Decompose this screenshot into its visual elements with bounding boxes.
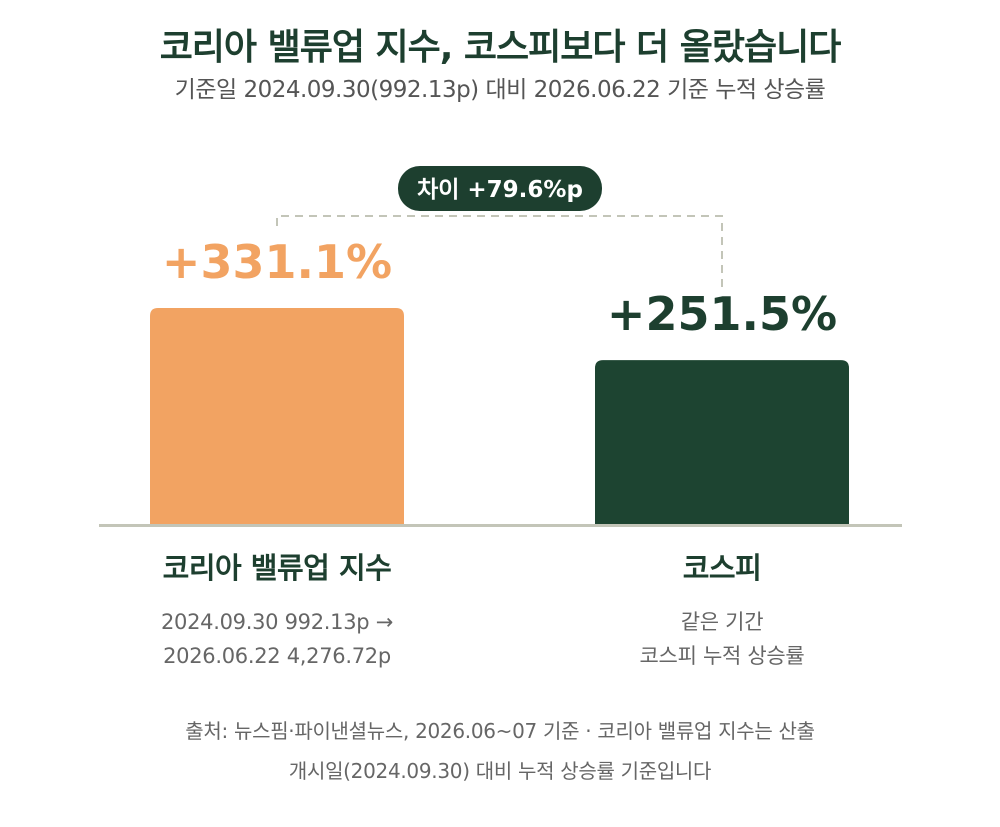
- category-note-line: 2024.09.30 992.13p →: [161, 610, 393, 634]
- source-note: 출처: 뉴스핌·파이낸셜뉴스, 2026.06~07 기준 · 코리아 밸류업 …: [0, 711, 1000, 791]
- data-label: +331.1%: [162, 235, 392, 289]
- category-note-line: 2026.06.22 4,276.72p: [163, 644, 391, 668]
- source-line: 개시일(2024.09.30) 대비 누적 상승률 기준입니다: [288, 759, 712, 783]
- category-label-kospi: 코스피: [682, 551, 762, 585]
- category-note-line: 같은 기간: [680, 610, 764, 634]
- difference-badge: [398, 166, 602, 211]
- category-note-kospi: 같은 기간 코스피 누적 상승률: [542, 605, 902, 673]
- bar: [595, 360, 849, 525]
- chart-title: 코리아 밸류업 지수, 코스피보다 더 올랐습니다: [159, 27, 842, 68]
- data-label: +251.5%: [607, 287, 837, 341]
- category-label-value-up: 코리아 밸류업 지수: [162, 551, 392, 585]
- source-line: 출처: 뉴스핌·파이낸셜뉴스, 2026.06~07 기준 · 코리아 밸류업 …: [185, 719, 815, 743]
- difference-bracket: [276, 215, 723, 289]
- category-note-value-up: 2024.09.30 992.13p → 2026.06.22 4,276.72…: [97, 605, 457, 673]
- chart-subtitle: 기준일 2024.09.30(992.13p) 대비 2026.06.22 기준…: [174, 77, 826, 103]
- difference-label: 차이 +79.6%p: [417, 177, 583, 203]
- bar: [150, 308, 404, 525]
- category-note-line: 코스피 누적 상승률: [639, 644, 805, 668]
